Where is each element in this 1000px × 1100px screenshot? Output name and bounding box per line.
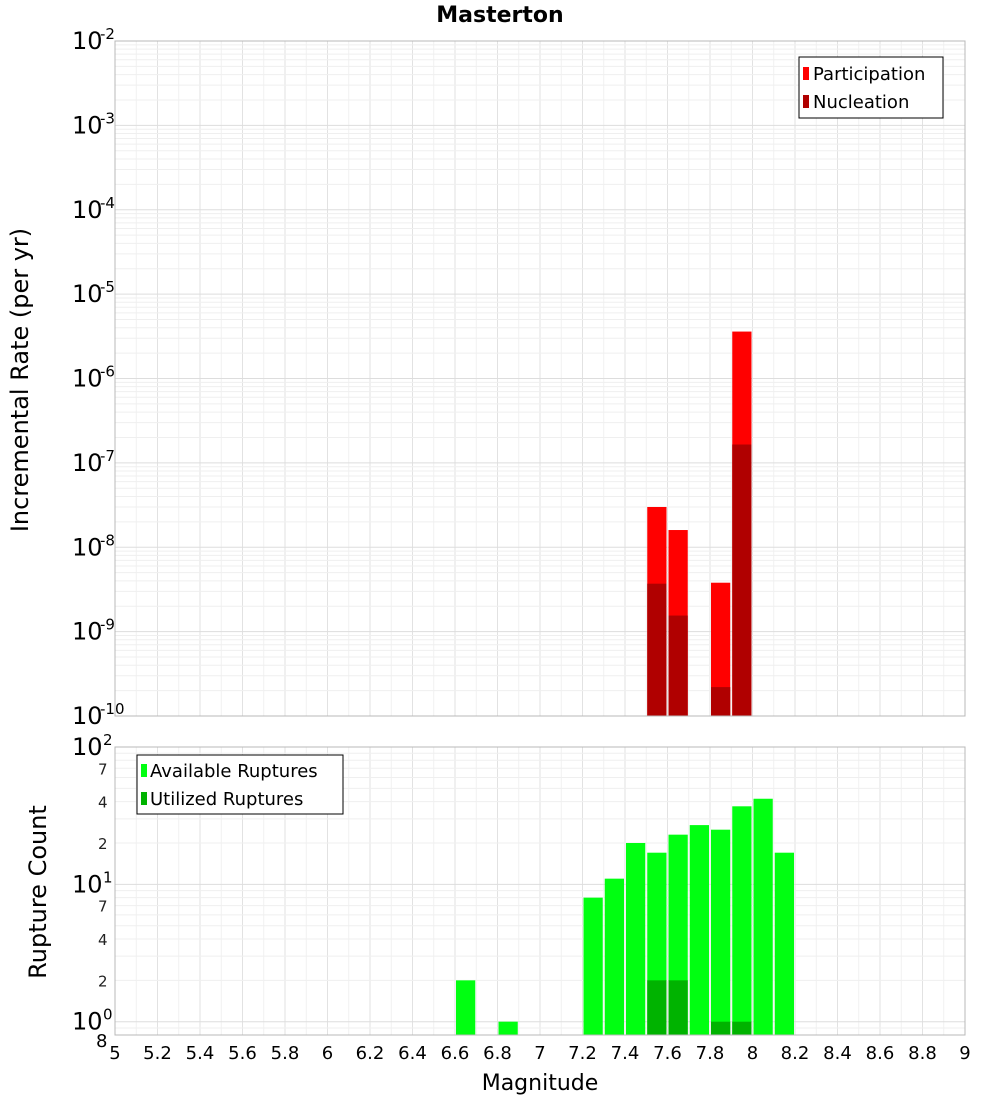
bar-nucleation	[668, 615, 688, 716]
chart-title: Masterton	[436, 3, 563, 28]
x-tick-label: 5.4	[186, 1043, 215, 1064]
legend-swatch-utilized	[141, 792, 147, 805]
y-tick-label: 10	[72, 111, 103, 139]
x-tick-label: 8.8	[908, 1043, 937, 1064]
top-y-axis-label: Incremental Rate (per yr)	[6, 228, 34, 532]
y-tick-label: 10	[72, 27, 103, 55]
x-tick-label: 8.2	[781, 1043, 810, 1064]
bar-available-ruptures	[498, 1021, 518, 1035]
legend-label-utilized: Utilized Ruptures	[150, 789, 303, 810]
x-tick-label: 6.8	[483, 1043, 512, 1064]
bottom-panel-bars	[456, 798, 794, 1035]
y-minor-tick-label: 8	[96, 1031, 107, 1052]
x-tick-label: 8.6	[866, 1043, 895, 1064]
top-legend: Participation Nucleation	[798, 56, 944, 119]
bar-available-ruptures	[583, 897, 603, 1035]
bar-utilized-ruptures	[647, 980, 667, 1035]
top-plot-frame	[114, 40, 966, 717]
bar-nucleation	[711, 687, 731, 716]
y-tick-label: 10	[72, 702, 103, 730]
bottom-legend: Available Ruptures Utilized Ruptures	[136, 754, 344, 815]
top-panel-bars	[647, 331, 752, 716]
legend-swatch-nucleation	[803, 95, 809, 108]
legend-swatch-participation	[803, 67, 809, 80]
legend-label-nucleation: Nucleation	[813, 92, 909, 113]
bar-available-ruptures	[753, 798, 773, 1035]
bar-nucleation	[732, 444, 752, 716]
x-tick-label: 8.4	[823, 1043, 852, 1064]
legend-label-available: Available Ruptures	[150, 761, 318, 782]
bar-available-ruptures	[732, 806, 752, 1035]
bar-utilized-ruptures	[732, 1021, 752, 1035]
bar-utilized-ruptures	[711, 1021, 731, 1035]
x-tick-label: 7.6	[653, 1043, 682, 1064]
bar-available-ruptures	[456, 980, 476, 1035]
y-tick-exponent: -10	[100, 700, 125, 718]
y-minor-tick-label: 7	[98, 898, 108, 916]
y-tick-label: 10	[72, 449, 103, 477]
x-tick-label: 7	[534, 1043, 545, 1064]
y-tick-exponent: 2	[103, 731, 113, 749]
y-tick-label: 10	[72, 365, 103, 393]
y-tick-exponent: -4	[100, 194, 115, 212]
x-tick-label: 7.4	[611, 1043, 640, 1064]
y-tick-exponent: -3	[100, 109, 115, 127]
y-tick-label: 10	[72, 618, 103, 646]
bar-available-ruptures	[774, 852, 794, 1035]
y-tick-label: 10	[72, 1008, 103, 1036]
x-tick-label: 6	[322, 1043, 333, 1064]
bar-participation	[711, 582, 731, 716]
y-minor-tick-label: 2	[98, 835, 108, 853]
legend-label-participation: Participation	[813, 64, 925, 85]
y-tick-exponent: -5	[100, 278, 115, 296]
bar-available-ruptures	[604, 878, 624, 1035]
x-tick-label: 9	[959, 1043, 970, 1064]
x-axis-label: Magnitude	[482, 1071, 599, 1096]
y-tick-exponent: -6	[100, 363, 115, 381]
x-tick-label: 7.2	[568, 1043, 597, 1064]
x-tick-label: 5.2	[143, 1043, 172, 1064]
y-tick-exponent: -9	[100, 616, 115, 634]
y-minor-tick-label: 4	[98, 794, 108, 812]
x-tick-label: 6.4	[398, 1043, 427, 1064]
legend-swatch-available	[141, 764, 147, 777]
x-tick-label: 5.8	[271, 1043, 300, 1064]
y-tick-exponent: -7	[100, 447, 115, 465]
y-tick-exponent: -2	[100, 25, 115, 43]
x-tick-label: 7.8	[696, 1043, 725, 1064]
y-tick-label: 10	[72, 280, 103, 308]
y-minor-tick-label: 2	[98, 972, 108, 990]
bar-available-ruptures	[626, 843, 646, 1035]
x-tick-label: 8	[747, 1043, 758, 1064]
y-tick-label: 10	[72, 733, 103, 761]
y-tick-exponent: 0	[103, 1006, 113, 1024]
y-tick-label: 10	[72, 870, 103, 898]
bar-available-ruptures	[689, 825, 709, 1035]
bar-available-ruptures	[711, 829, 731, 1035]
y-tick-label: 10	[72, 533, 103, 561]
bottom-y-axis-label: Rupture Count	[24, 805, 52, 979]
bottom-plot-frame	[114, 746, 966, 1036]
y-minor-tick-label: 7	[98, 760, 108, 778]
x-tick-label: 5.6	[228, 1043, 257, 1064]
y-tick-exponent: 1	[103, 868, 113, 886]
bar-nucleation	[647, 583, 667, 716]
bar-utilized-ruptures	[668, 980, 688, 1035]
x-ticks: 5 5.2 5.4 5.6 5.8 6 6.2 6.4 6.6 6.8 7 7.2 7.4 7.6 7.8 8…	[109, 1043, 970, 1064]
top-panel-grid	[114, 40, 966, 717]
x-tick-label: 6.2	[356, 1043, 385, 1064]
y-minor-tick-label: 4	[98, 931, 108, 949]
y-tick-label: 10	[72, 196, 103, 224]
x-tick-label: 6.6	[441, 1043, 470, 1064]
x-tick-label: 5	[109, 1043, 120, 1064]
y-tick-exponent: -8	[100, 531, 115, 549]
